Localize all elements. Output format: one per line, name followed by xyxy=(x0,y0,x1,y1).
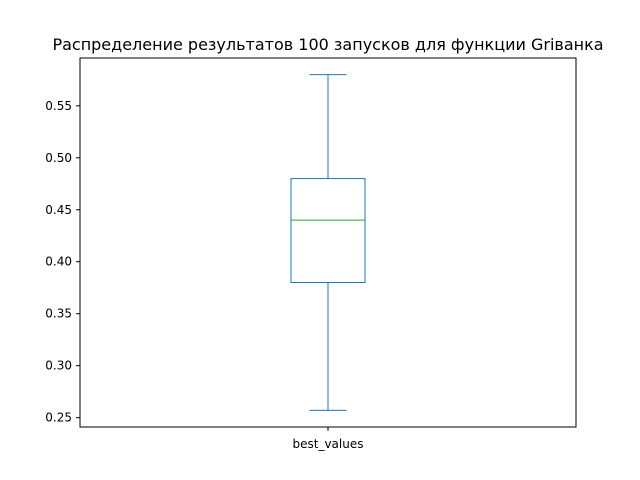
y-tick-label: 0.45 xyxy=(45,203,72,217)
iqr-box xyxy=(290,178,366,284)
y-tick-label: 0.50 xyxy=(45,151,72,165)
x-tick-label: best_values xyxy=(293,437,364,451)
y-tick-label: 0.25 xyxy=(45,411,72,425)
chart-title: Распределение результатов 100 запусков д… xyxy=(52,35,603,54)
box-series xyxy=(290,74,366,411)
y-tick-label: 0.30 xyxy=(45,359,72,373)
y-axis: 0.25 0.30 0.35 0.40 0.45 0.50 0.55 xyxy=(45,99,80,425)
x-axis: best_values xyxy=(293,427,364,451)
y-tick-label: 0.55 xyxy=(45,99,72,113)
y-tick-label: 0.40 xyxy=(45,255,72,269)
y-tick-label: 0.35 xyxy=(45,307,72,321)
